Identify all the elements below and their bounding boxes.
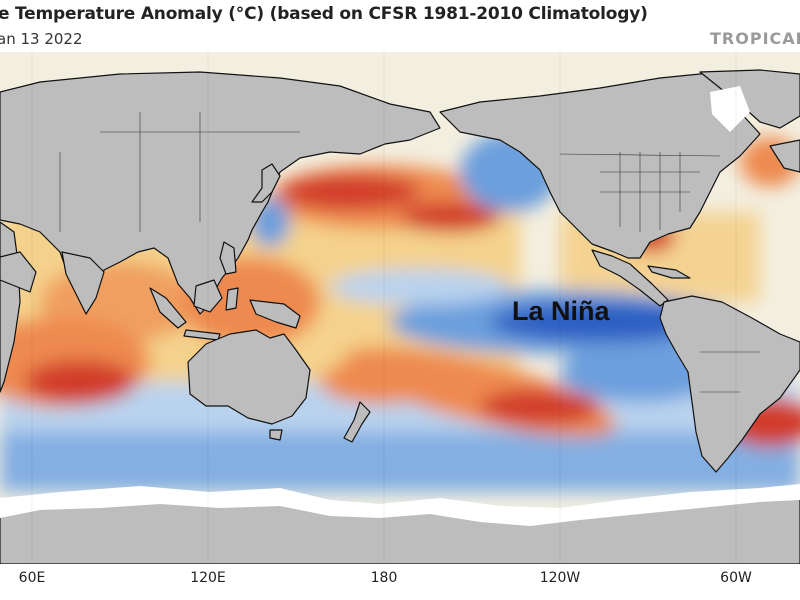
land-sumatra: [149, 287, 187, 329]
tick-60w: 60W: [720, 570, 752, 586]
land-australia: [187, 329, 311, 425]
tick-180: 180: [370, 570, 398, 586]
land-tasmania: [269, 429, 283, 441]
brand-label: TROPICAL: [710, 29, 800, 48]
land-south-america: [659, 295, 800, 473]
anomaly-field: [0, 132, 800, 492]
longitude-axis: 60E 120E 180 120W 60W: [0, 564, 800, 600]
land-philippines: [219, 241, 237, 275]
tick-60e: 60E: [18, 570, 46, 586]
land-japan: [251, 163, 281, 203]
map-canvas: [0, 52, 800, 564]
sea-ice-antarctic: [0, 484, 800, 526]
tick-120e: 120E: [190, 570, 226, 586]
land-cuba: [647, 265, 691, 279]
land-europe-edge: [769, 139, 800, 173]
country-borders: [59, 112, 760, 393]
sea-ice-arctic: [710, 86, 750, 132]
land-india: [61, 251, 105, 315]
la-nina-label: La Niña: [512, 296, 610, 326]
land-masses: [0, 69, 800, 564]
land-arabia: [0, 251, 37, 293]
grid-lines: [31, 52, 737, 564]
tick-120w: 120W: [539, 570, 581, 586]
sst-anomaly-map: [0, 52, 800, 564]
map-title: e Temperature Anomaly (°C) (based on CFS…: [0, 4, 648, 24]
header: e Temperature Anomaly (°C) (based on CFS…: [0, 0, 800, 52]
land-borneo: [193, 279, 223, 313]
land-sulawesi: [225, 287, 239, 311]
sea-ice: [0, 86, 800, 526]
land-new-zealand: [343, 401, 371, 443]
map-date: an 13 2022: [0, 30, 83, 48]
land-new-guinea: [249, 299, 301, 329]
